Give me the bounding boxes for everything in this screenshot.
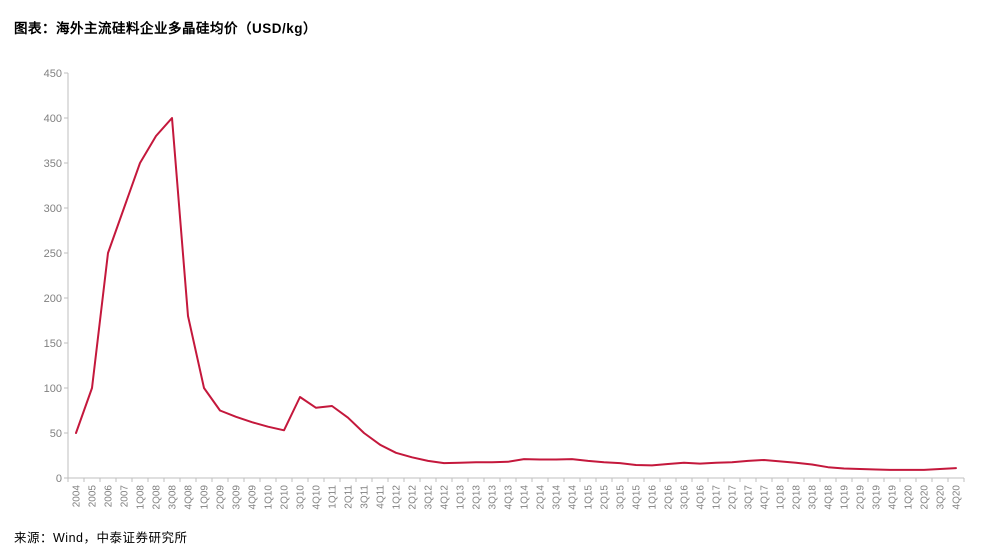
y-tick-label: 350 [44,158,62,170]
x-tick-label: 3Q10 [296,485,307,510]
y-tick-label: 450 [44,68,62,80]
price-line [75,117,957,471]
x-tick-label: 2Q09 [216,485,227,510]
x-tick-label: 4Q09 [248,485,259,510]
x-tick-label: 3Q09 [232,485,243,510]
x-tick-label: 3Q19 [872,485,883,510]
x-tick-label: 3Q18 [808,485,819,510]
x-tick-label: 2Q12 [408,485,419,510]
x-tick-label: 1Q10 [264,485,275,510]
x-tick-label: 3Q15 [616,485,627,510]
x-tick-label: 2Q15 [600,485,611,510]
x-tick-label: 2007 [120,485,131,508]
x-tick-label: 1Q18 [776,485,787,510]
x-tick-label: 2Q13 [472,485,483,510]
x-tick-label: 3Q17 [744,485,755,510]
y-tick-label: 400 [44,113,62,125]
y-tick-label: 200 [44,293,62,305]
x-tick-label: 4Q14 [568,485,579,510]
y-tick-label: 300 [44,203,62,215]
y-tick-label: 0 [56,473,62,485]
x-tick-label: 4Q15 [632,485,643,510]
x-tick-label: 4Q08 [184,485,195,510]
x-tick-label: 2Q18 [792,485,803,510]
x-tick-label: 3Q08 [168,485,179,510]
x-tick-label: 2Q16 [664,485,675,510]
x-tick-label: 2004 [72,485,83,508]
x-tick-label: 4Q20 [952,485,963,510]
x-tick-label: 2Q17 [728,485,739,510]
x-tick-label: 3Q14 [552,485,563,510]
x-tick-label: 1Q20 [904,485,915,510]
x-tick-label: 2Q20 [920,485,931,510]
x-tick-label: 3Q16 [680,485,691,510]
x-tick-label: 2005 [88,485,99,508]
source-note: 来源：Wind，中泰证券研究所 [14,531,188,545]
x-tick-label: 3Q20 [936,485,947,510]
y-tick-label: 50 [50,428,62,440]
x-tick-label: 3Q11 [360,485,371,509]
x-tick-label: 3Q12 [424,485,435,510]
y-tick-label: 150 [44,338,62,350]
x-tick-label: 4Q12 [440,485,451,510]
x-tick-label: 4Q17 [760,485,771,510]
x-tick-label: 1Q14 [520,485,531,510]
y-tick-label: 100 [44,383,62,395]
x-tick-label: 4Q13 [504,485,515,510]
x-tick-label: 2Q08 [152,485,163,510]
x-tick-label: 2Q14 [536,485,547,510]
x-tick-label: 2006 [104,485,115,508]
x-tick-label: 1Q09 [200,485,211,510]
x-tick-label: 1Q17 [712,485,723,510]
x-tick-label: 1Q13 [456,485,467,510]
x-tick-label: 2Q11 [344,485,355,509]
x-tick-label: 4Q18 [824,485,835,510]
x-tick-label: 1Q12 [392,485,403,510]
x-tick-label: 4Q10 [312,485,323,510]
x-tick-label: 1Q15 [584,485,595,510]
x-tick-label: 1Q16 [648,485,659,510]
x-tick-label: 1Q11 [328,485,339,509]
y-tick-label: 250 [44,248,62,260]
chart-title: 图表：海外主流硅料企业多晶硅均价（USD/kg） [14,21,318,36]
x-tick-label: 4Q11 [376,485,387,509]
x-tick-label: 4Q19 [888,485,899,510]
x-tick-label: 1Q08 [136,485,147,510]
polysilicon-price-line-chart: 0 50 100 150 200 250 300 350 400 450 2004 2005 2006 2… [44,68,965,510]
x-tick-label: 2Q19 [856,485,867,510]
x-tick-label: 3Q13 [488,485,499,510]
x-tick-label: 4Q16 [696,485,707,510]
x-tick-label: 1Q19 [840,485,851,510]
x-tick-label: 2Q10 [280,485,291,510]
